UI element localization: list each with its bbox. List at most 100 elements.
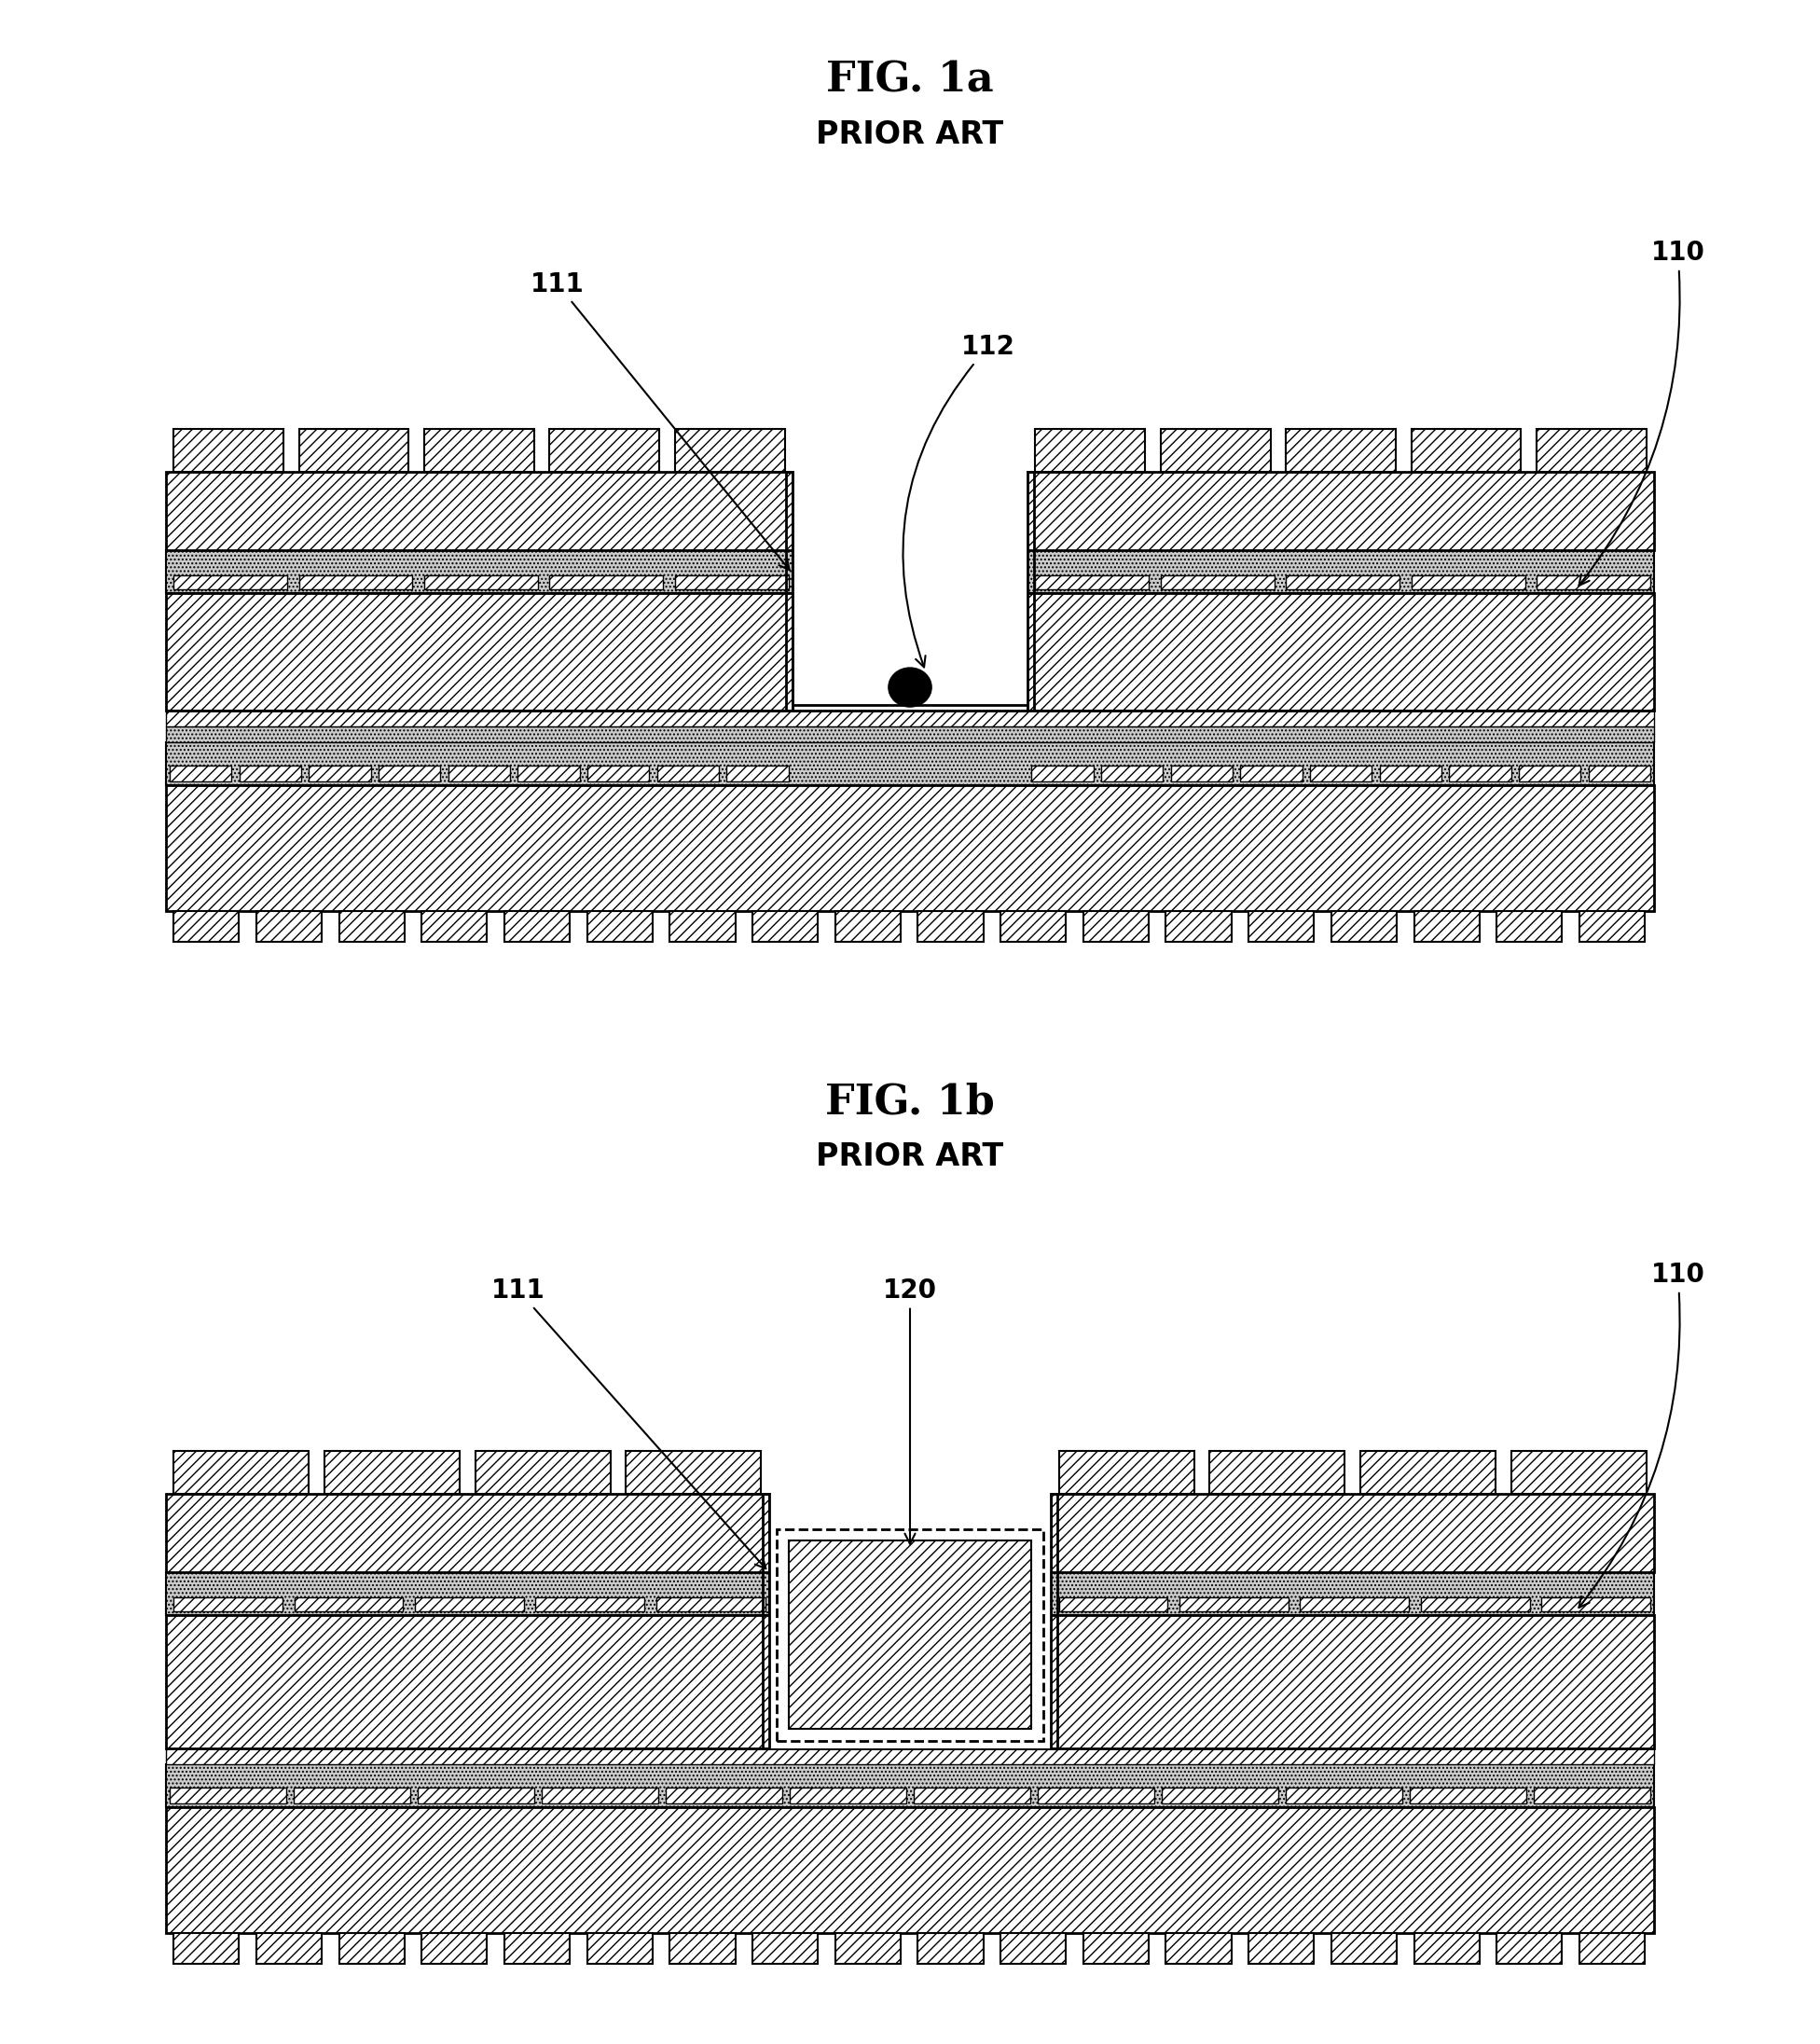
Bar [166,1572,770,1615]
Bar [1028,472,1034,711]
Bar [726,766,788,781]
Text: 112: 112 [903,333,1016,666]
Bar [1287,574,1400,589]
Text: 110: 110 [1580,1261,1705,1609]
Bar [1001,910,1067,942]
Bar [1496,1934,1562,1964]
Bar [917,910,983,942]
Ellipse shape [888,668,932,707]
Bar [1167,1934,1232,1964]
Bar [917,1934,983,1964]
Bar [1449,766,1511,781]
Bar [1036,429,1145,472]
Text: PRIOR ART: PRIOR ART [815,119,1005,151]
Bar [424,574,539,589]
Bar [166,785,1654,910]
Bar [777,1529,1043,1741]
Bar [1330,1934,1396,1964]
Bar [675,429,784,472]
Bar [419,1788,533,1803]
Bar [504,1934,570,1964]
Bar [763,1494,770,1748]
Bar [173,1596,282,1611]
Bar [309,766,371,781]
Bar [1410,1788,1527,1803]
Bar [293,1788,409,1803]
Bar [790,1788,906,1803]
Bar [752,910,817,942]
Bar [1083,1934,1148,1964]
Bar [792,472,1028,711]
Bar [1050,1572,1654,1615]
Bar [670,1934,735,1964]
Bar [1410,429,1522,472]
Bar [173,1451,309,1494]
Bar [1536,429,1647,472]
Bar [752,1934,817,1964]
Bar [166,1764,1654,1807]
Bar [588,766,650,781]
Bar [173,910,238,942]
Bar [379,766,440,781]
Bar [166,593,792,711]
Bar [1210,1451,1345,1494]
Bar [588,910,653,942]
Bar [1511,1451,1647,1494]
Bar [1028,550,1654,593]
Bar [1001,1934,1067,1964]
Bar [166,550,792,593]
Bar [835,910,901,942]
Bar [1161,1788,1278,1803]
Text: 111: 111 [491,1278,766,1568]
Bar [295,1596,402,1611]
Text: FIG. 1a: FIG. 1a [826,59,994,100]
Bar [1580,910,1645,942]
Bar [298,429,409,472]
Bar [173,1934,238,1964]
Bar [1161,574,1274,589]
Bar [1330,910,1396,942]
Bar [166,1494,770,1572]
Bar [1414,1934,1480,1964]
Bar [422,910,488,942]
Bar [1028,472,1654,550]
Bar [1059,1596,1168,1611]
Text: 120: 120 [883,1278,937,1543]
Bar [1380,766,1441,781]
Bar [1536,574,1651,589]
Bar [1249,1934,1314,1964]
Bar [1170,766,1232,781]
Bar [504,910,570,942]
Bar [1036,574,1148,589]
Bar [324,1451,459,1494]
Bar [1083,910,1148,942]
Bar [1580,1934,1645,1964]
Bar [238,766,300,781]
Bar [166,711,1654,726]
Bar [914,1788,1030,1803]
Bar [657,1596,764,1611]
Bar [173,574,288,589]
Bar [169,1788,286,1803]
Bar [257,1934,322,1964]
Bar [424,429,533,472]
Bar [1028,593,1654,711]
Bar [550,574,662,589]
Bar [1421,1596,1529,1611]
Text: PRIOR ART: PRIOR ART [815,1141,1005,1173]
Bar [166,472,792,550]
Bar [1179,1596,1289,1611]
Bar [166,726,1654,742]
Bar [1299,1596,1409,1611]
Bar [666,1788,783,1803]
Bar [166,742,1654,785]
Text: FIG. 1b: FIG. 1b [824,1081,996,1122]
Bar [675,574,788,589]
Bar [588,1934,653,1964]
Bar [1534,1788,1651,1803]
Bar [1287,429,1396,472]
Bar [1496,910,1562,942]
Bar [1032,766,1094,781]
Bar [1161,429,1270,472]
Bar [1361,1451,1496,1494]
